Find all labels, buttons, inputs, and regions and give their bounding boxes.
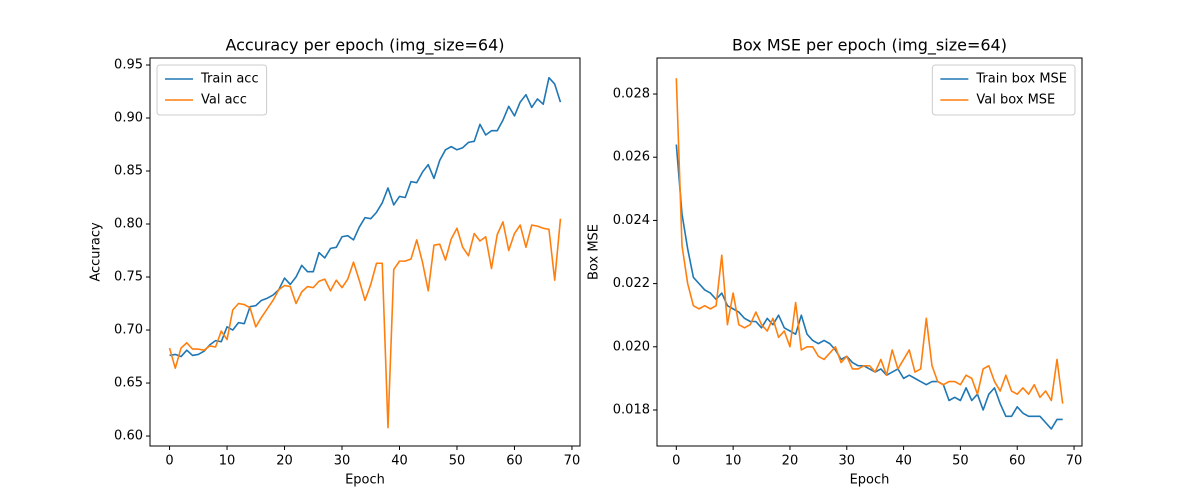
y-tick-label: 0.85 bbox=[114, 164, 143, 179]
x-tick-label: 50 bbox=[449, 454, 466, 469]
chart-title: Box MSE per epoch (img_size=64) bbox=[732, 36, 1007, 56]
y-tick-label: 0.022 bbox=[613, 276, 650, 291]
y-tick-label: 0.70 bbox=[114, 323, 143, 338]
x-tick-label: 30 bbox=[334, 454, 351, 469]
x-tick-label: 60 bbox=[506, 454, 523, 469]
series-line bbox=[675, 144, 1063, 430]
x-tick-label: 0 bbox=[672, 454, 680, 469]
x-tick-label: 10 bbox=[725, 454, 742, 469]
series-line bbox=[168, 218, 562, 429]
x-tick-label: 40 bbox=[391, 454, 408, 469]
series-line bbox=[169, 76, 562, 358]
chart-title: Accuracy per epoch (img_size=64) bbox=[225, 36, 504, 56]
y-tick-label: 0.60 bbox=[114, 429, 143, 444]
legend-label: Train box MSE bbox=[975, 72, 1067, 87]
y-tick-label: 0.80 bbox=[114, 217, 143, 232]
subplot: Box MSE per epoch (img_size=64) Epoch Box … bbox=[587, 36, 1083, 488]
x-tick-label: 20 bbox=[276, 454, 293, 469]
y-tick-label: 0.020 bbox=[613, 339, 650, 354]
x-tick-label: 20 bbox=[782, 454, 799, 469]
x-tick-label: 60 bbox=[1009, 454, 1026, 469]
x-tick-label: 70 bbox=[1066, 454, 1083, 469]
series-line bbox=[675, 78, 1064, 404]
y-axis-label: Box MSE bbox=[587, 224, 602, 280]
y-tick-label: 0.90 bbox=[114, 111, 143, 126]
y-tick-label: 0.024 bbox=[613, 213, 650, 228]
x-tick-label: 30 bbox=[838, 454, 855, 469]
y-tick-label: 0.026 bbox=[613, 150, 650, 165]
y-tick-label: 0.95 bbox=[114, 57, 143, 72]
legend-box bbox=[931, 64, 1076, 116]
legend: Train box MSE Val box MSE bbox=[931, 64, 1076, 116]
x-tick-label: 70 bbox=[564, 454, 581, 469]
y-tick-label: 0.028 bbox=[613, 87, 650, 102]
legend-label: Train acc bbox=[200, 72, 259, 87]
legend: Train acc Val acc bbox=[156, 64, 268, 116]
y-tick-label: 0.75 bbox=[114, 270, 143, 285]
y-tick-label: 0.65 bbox=[114, 376, 143, 391]
plot-frame bbox=[149, 57, 581, 447]
legend-label: Val box MSE bbox=[976, 93, 1055, 108]
y-axis-label: Accuracy bbox=[89, 222, 104, 282]
x-tick-label: 0 bbox=[165, 454, 173, 469]
x-tick-label: 10 bbox=[219, 454, 236, 469]
subplot: Accuracy per epoch (img_size=64) Epoch Acc… bbox=[89, 36, 581, 488]
x-tick-label: 40 bbox=[895, 454, 912, 469]
x-axis-label: Epoch bbox=[345, 473, 385, 488]
x-axis-label: Epoch bbox=[850, 473, 890, 488]
x-tick-label: 50 bbox=[952, 454, 969, 469]
plot-frame bbox=[656, 57, 1083, 447]
y-tick-label: 0.018 bbox=[613, 402, 650, 417]
legend-box bbox=[156, 64, 268, 116]
legend-label: Val acc bbox=[201, 93, 247, 108]
